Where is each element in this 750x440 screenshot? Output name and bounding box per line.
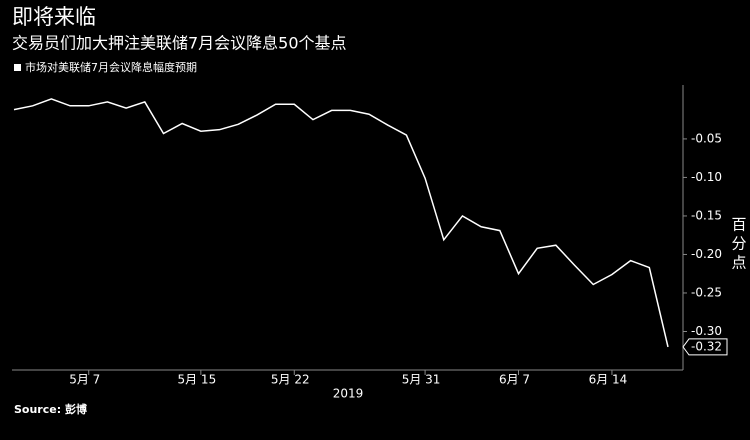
x-tick-label: 6月 14 <box>589 373 628 387</box>
legend-swatch <box>14 64 21 71</box>
value-label: -0.32 <box>691 339 722 353</box>
source: Source: 彭博 <box>14 402 87 416</box>
y-tick-label: -0.15 <box>691 208 722 222</box>
x-tick-label: 5月 31 <box>402 373 441 387</box>
y-axis-label: 百分点 <box>730 217 748 274</box>
y-tick-label: -0.20 <box>691 247 722 261</box>
chart-subtitle: 交易员们加大押注美联储7月会议降息50个基点 <box>12 34 347 53</box>
line <box>13 98 669 348</box>
y-tick-label: -0.10 <box>691 170 722 184</box>
x-tick-label: 5月 15 <box>177 373 216 387</box>
y-tick-label: -0.05 <box>691 131 722 145</box>
x-tick-label: 6月 7 <box>499 373 530 387</box>
y-tick-label: -0.25 <box>691 285 722 299</box>
x-axis-label: 2019 <box>333 387 364 401</box>
y-tick-label: -0.30 <box>691 324 722 338</box>
value-label-box <box>682 338 728 356</box>
x-tick-label: 5月 22 <box>271 373 310 387</box>
legend-label: 市场对美联储7月会议降息幅度预期 <box>25 60 197 74</box>
x-tick-label: 5月 7 <box>69 373 100 387</box>
chart-title: 即将来临 <box>12 5 96 29</box>
